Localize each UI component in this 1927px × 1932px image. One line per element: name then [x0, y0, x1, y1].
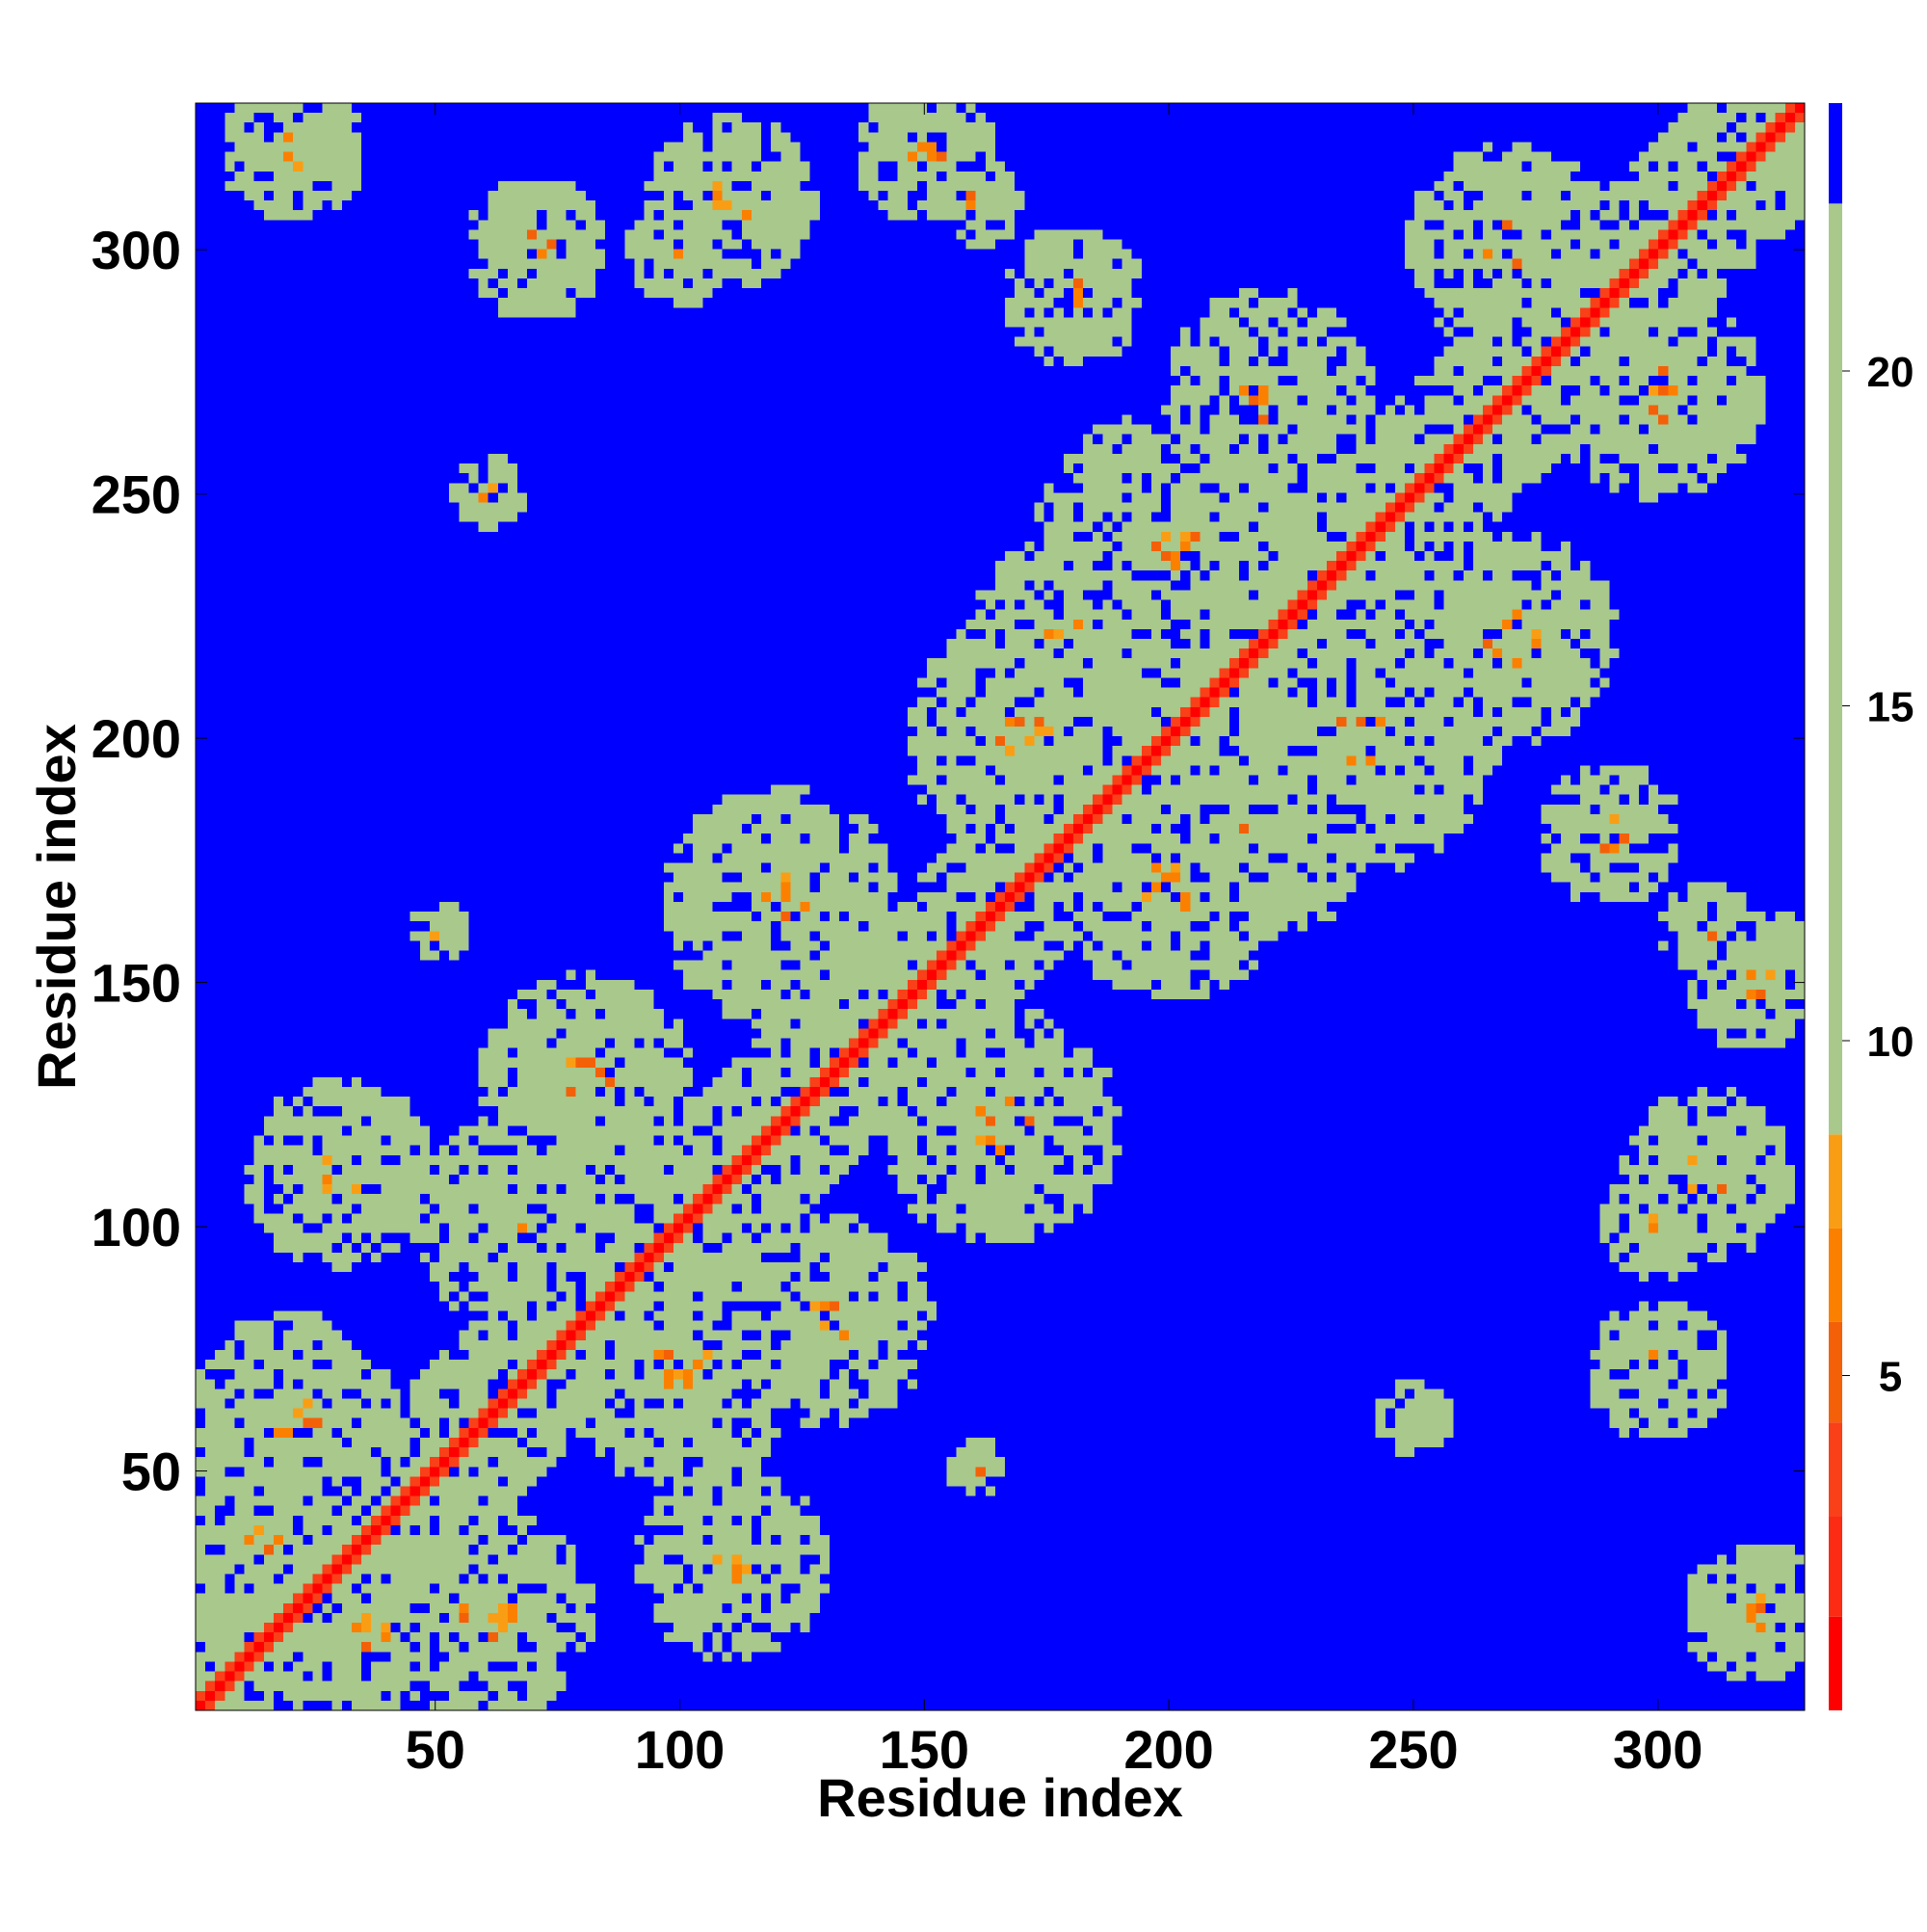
- plot-frame: [195, 102, 1806, 1711]
- y-tick-label: 100: [92, 1197, 181, 1257]
- colorbar-tick-label: 15: [1867, 684, 1914, 731]
- colorbar-bin: [1829, 1228, 1842, 1322]
- colorbar-tick-label: 10: [1867, 1019, 1914, 1066]
- x-axis-ticks: 50 100 150 200 250 300: [406, 103, 1703, 1780]
- colorbar-bin: [1829, 1516, 1842, 1617]
- colorbar-tick-label: 20: [1867, 349, 1914, 396]
- colorbar-tick-label: 5: [1879, 1354, 1902, 1401]
- x-axis-label: Residue index: [817, 1767, 1183, 1828]
- y-tick-label: 150: [92, 953, 181, 1014]
- x-tick-label: 150: [880, 1719, 969, 1780]
- x-tick-label: 250: [1368, 1719, 1458, 1780]
- y-axis-ticks: 50 100 150 200 250 300: [92, 220, 1805, 1502]
- colorbar-bin: [1829, 1321, 1842, 1423]
- y-tick-label: 300: [92, 220, 181, 280]
- x-tick-label: 50: [406, 1719, 465, 1780]
- colorbar-bin: [1829, 103, 1842, 204]
- y-tick-label: 250: [92, 464, 181, 525]
- colorbar-bin: [1829, 1134, 1842, 1229]
- y-tick-label: 50: [121, 1442, 181, 1502]
- heatmap-image: [196, 103, 1805, 1710]
- x-tick-label: 300: [1613, 1719, 1703, 1780]
- colorbar-bin: [1829, 1616, 1842, 1710]
- y-tick-label: 200: [92, 708, 181, 769]
- colorbar-bin: [1829, 1422, 1842, 1517]
- y-axis-label: Residue index: [26, 724, 87, 1090]
- heatmap: [196, 103, 1805, 1710]
- x-tick-label: 100: [635, 1719, 725, 1780]
- x-tick-label: 200: [1123, 1719, 1213, 1780]
- colorbar: [1829, 103, 1842, 1710]
- colorbar-ticks: 5 10 15 20: [1842, 349, 1914, 1401]
- colorbar-bin: [1829, 203, 1842, 1135]
